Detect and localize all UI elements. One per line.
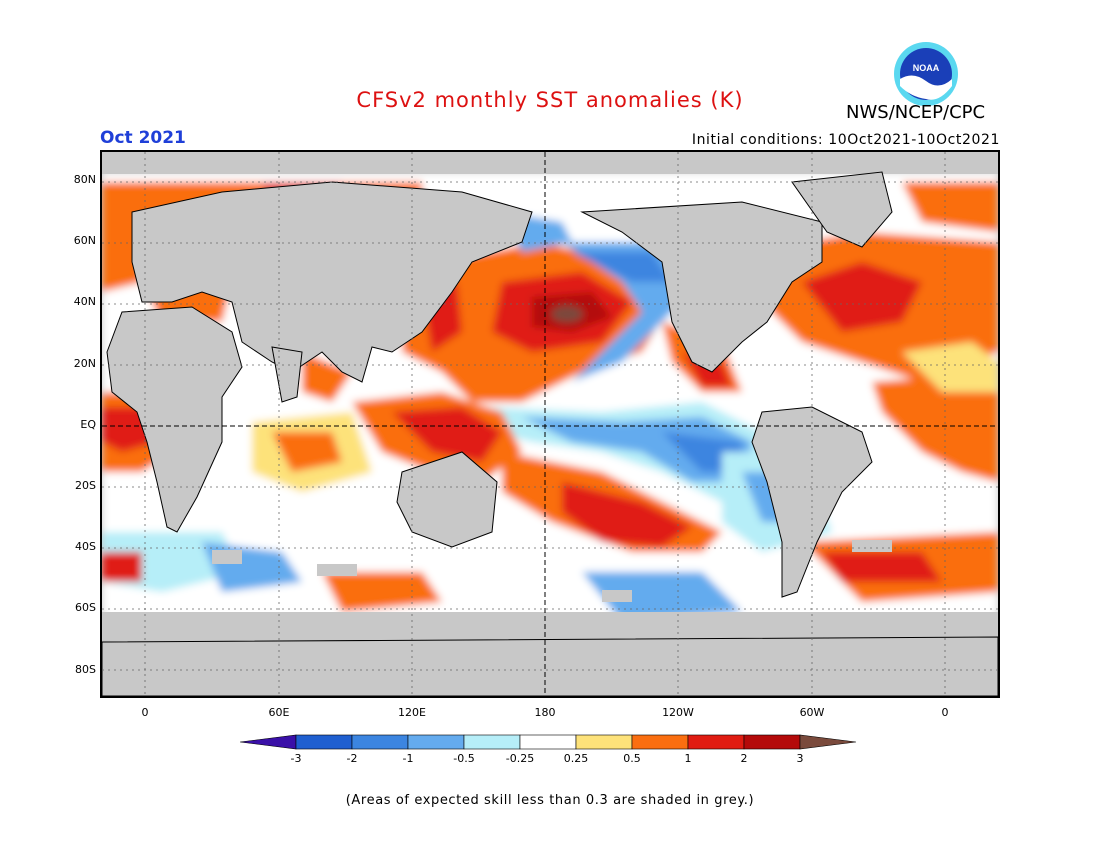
lat-label-40s: 40S bbox=[75, 540, 96, 553]
map-canvas bbox=[102, 152, 998, 696]
equator-dateline bbox=[102, 152, 998, 696]
noaa-logo-text: NOAA bbox=[913, 63, 940, 73]
colorbar-label: -0.5 bbox=[453, 752, 475, 765]
colorbar-label: -1 bbox=[402, 752, 414, 765]
colorbar-segment bbox=[575, 734, 633, 750]
colorbar-label: -0.25 bbox=[505, 752, 535, 765]
lat-label-80n: 80N bbox=[73, 173, 96, 186]
noaa-logo-icon: NOAA bbox=[894, 42, 958, 106]
colorbar-label: -2 bbox=[346, 752, 358, 765]
lat-label-20s: 20S bbox=[75, 479, 96, 492]
lon-label-120w: 120W bbox=[662, 706, 694, 719]
lon-label-180: 180 bbox=[534, 706, 556, 719]
lat-label-60s: 60S bbox=[75, 601, 96, 614]
skill-note: (Areas of expected skill less than 0.3 a… bbox=[345, 793, 755, 808]
initial-conditions: Initial conditions: 10Oct2021-10Oct2021 bbox=[691, 132, 1000, 148]
colorbar-segment bbox=[687, 734, 745, 750]
low-skill-grey bbox=[102, 152, 998, 642]
lon-label-60w: 60W bbox=[799, 706, 825, 719]
forecast-month: Oct 2021 bbox=[100, 128, 186, 148]
colorbar bbox=[240, 734, 857, 750]
colorbar-segment bbox=[463, 734, 521, 750]
sst-anomaly-map bbox=[100, 150, 1000, 698]
lat-label-80s: 80S bbox=[75, 663, 96, 676]
colorbar-label: 0.5 bbox=[623, 752, 641, 765]
colorbar-label: 2 bbox=[740, 752, 748, 765]
lat-label-20n: 20N bbox=[73, 357, 96, 370]
lat-label-40n: 40N bbox=[73, 295, 96, 308]
colorbar-label: 1 bbox=[684, 752, 692, 765]
graticule bbox=[102, 152, 998, 696]
colorbar-label: -3 bbox=[290, 752, 302, 765]
lat-label-eq: EQ bbox=[80, 418, 96, 431]
colorbar-label: 0.25 bbox=[563, 752, 589, 765]
colorbar-segment bbox=[519, 734, 577, 750]
colorbar-segment bbox=[407, 734, 465, 750]
colorbar-segment bbox=[743, 734, 801, 750]
colorbar-segment-over bbox=[799, 734, 857, 750]
colorbar-segment bbox=[631, 734, 689, 750]
colorbar-segment-under bbox=[240, 734, 297, 750]
continents bbox=[102, 171, 998, 696]
lon-label-0-east: 0 bbox=[941, 706, 949, 719]
lat-label-60n: 60N bbox=[73, 234, 96, 247]
colorbar-label: 3 bbox=[796, 752, 804, 765]
colorbar-segment bbox=[295, 734, 353, 750]
lon-label-120e: 120E bbox=[398, 706, 426, 719]
colorbar-segment bbox=[351, 734, 409, 750]
agency-label: NWS/NCEP/CPC bbox=[846, 102, 986, 123]
map-title: CFSv2 monthly SST anomalies (K) bbox=[356, 88, 744, 112]
lon-label-0: 0 bbox=[141, 706, 149, 719]
lon-label-60e: 60E bbox=[268, 706, 290, 719]
